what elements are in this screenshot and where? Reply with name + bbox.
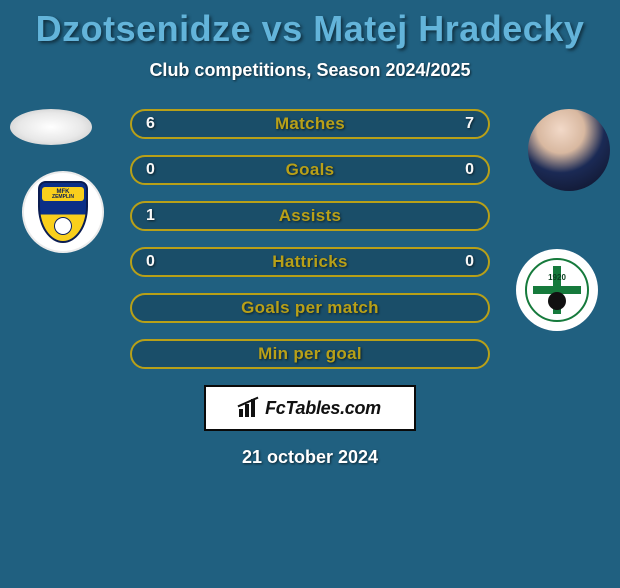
stat-left-value: 1 [146,207,155,225]
stat-label: Matches [275,114,345,134]
stat-row: Goals 0 0 [130,155,490,185]
date-text: 21 october 2024 [0,447,620,468]
stat-left-value: 0 [146,253,155,271]
comparison-arena: MFKZEMPLIN 1920 Matches 6 7 Goals 0 0 Assists 1… [0,109,620,369]
stat-right-value: 0 [465,253,474,271]
crest-skalica-icon: 1920 [525,258,589,322]
brand-badge: FcTables.com [204,385,416,431]
subtitle: Club competitions, Season 2024/2025 [0,60,620,81]
club-left-badge: MFKZEMPLIN [22,171,104,253]
crest-year: 1920 [548,273,566,282]
stat-right-value: 7 [465,115,474,133]
stat-row: Goals per match [130,293,490,323]
stat-label: Min per goal [258,344,362,364]
stat-label: Goals [286,160,335,180]
brand-text: FcTables.com [265,398,381,419]
stat-right-value: 0 [465,161,474,179]
club-right-badge: 1920 [516,249,598,331]
stat-left-value: 6 [146,115,155,133]
stat-row: Assists 1 [130,201,490,231]
stat-label: Hattricks [272,252,347,272]
stat-row: Matches 6 7 [130,109,490,139]
stat-label: Goals per match [241,298,379,318]
stat-left-value: 0 [146,161,155,179]
stat-label: Assists [279,206,342,226]
crest-zemplin-icon: MFKZEMPLIN [38,181,88,243]
stat-row: Hattricks 0 0 [130,247,490,277]
page-title: Dzotsenidze vs Matej Hradecky [0,8,620,50]
barchart-icon [239,399,259,417]
stat-row: Min per goal [130,339,490,369]
player-right-avatar [528,109,610,191]
player-left-avatar [10,109,92,145]
